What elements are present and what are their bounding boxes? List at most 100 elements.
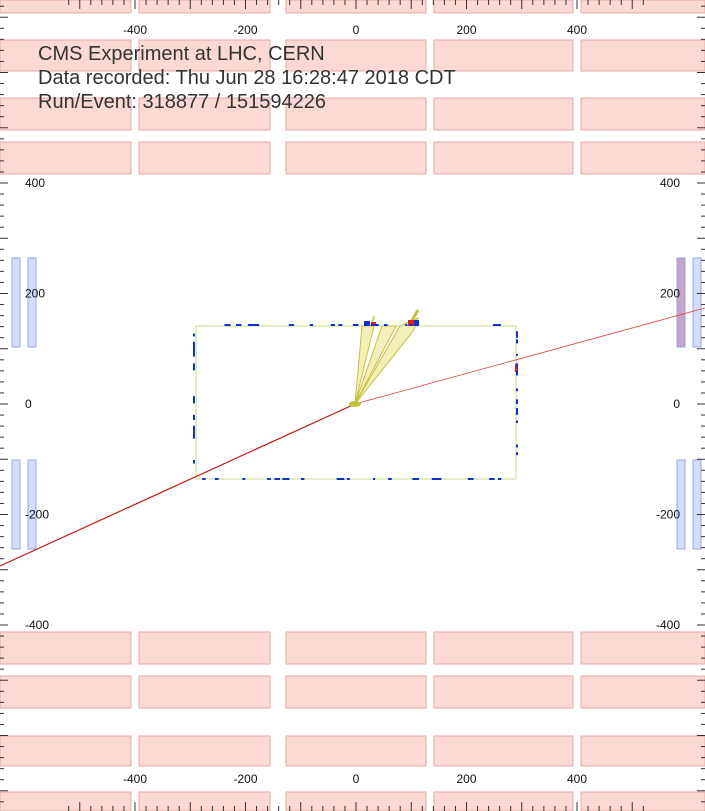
tracker-hit xyxy=(516,339,518,344)
muon-chamber xyxy=(138,0,271,14)
tracker-hit xyxy=(409,324,413,326)
tracker-hit xyxy=(516,363,518,368)
event-info: CMS Experiment at LHC, CERN Data recorde… xyxy=(38,42,456,114)
x-tick-label: -200 xyxy=(233,772,257,786)
run-event-label: Run/Event: 318877 / 151594226 xyxy=(38,91,327,113)
tracker-hit xyxy=(193,342,195,351)
muon-chamber xyxy=(285,39,427,72)
muon-chamber xyxy=(0,0,132,14)
energy-deposit xyxy=(515,364,518,372)
endcap-chamber xyxy=(692,257,702,348)
y-tick-label: 400 xyxy=(660,176,680,190)
x-tick-label: 200 xyxy=(456,23,476,37)
energy-deposit xyxy=(414,320,419,326)
tracker-hit xyxy=(498,478,502,480)
tracker-hit xyxy=(516,444,518,448)
tracker-hit xyxy=(247,324,254,326)
tracker-hit xyxy=(224,324,231,326)
x-tick-label: 400 xyxy=(567,23,587,37)
y-tick-label: -200 xyxy=(656,508,680,522)
endcap-chamber xyxy=(11,459,21,550)
tracker-hit xyxy=(355,324,359,326)
tracker-hit xyxy=(467,478,474,480)
y-tick-label: 0 xyxy=(673,397,680,411)
jet-cone xyxy=(354,317,419,405)
y-tick-label: 400 xyxy=(25,176,45,190)
x-tick-label: -400 xyxy=(123,772,147,786)
x-tick-label: -200 xyxy=(233,23,257,37)
tracker-hit xyxy=(436,478,442,480)
tracker-hit xyxy=(214,478,219,480)
tracker-hit xyxy=(353,324,358,326)
tracker-hit xyxy=(498,324,501,326)
muon-chamber xyxy=(138,39,271,72)
muon-chamber xyxy=(433,675,574,709)
tracker-hit xyxy=(193,432,195,439)
tracker-hit xyxy=(283,478,290,480)
tracker-hit xyxy=(516,353,518,356)
muon-chamber xyxy=(580,791,705,811)
y-tick-label: 0 xyxy=(25,397,32,411)
tracker-hit xyxy=(431,478,435,480)
tracker-hit xyxy=(516,331,518,338)
y-tick-label: -400 xyxy=(25,618,49,632)
x-tick-label: -400 xyxy=(123,23,147,37)
x-tick-label: 400 xyxy=(567,772,587,786)
tracker-hit xyxy=(202,478,206,480)
muon-chamber xyxy=(285,735,427,767)
muon-chamber xyxy=(580,97,705,131)
tracker-hit xyxy=(193,363,195,371)
x-tick-label: 0 xyxy=(353,772,360,786)
tracker-hit xyxy=(253,324,260,326)
muon-chamber xyxy=(433,97,574,131)
endcap-chambers xyxy=(11,257,702,550)
tracker-hit xyxy=(388,478,392,480)
tracker-hit xyxy=(309,324,314,326)
muon-track xyxy=(354,307,705,405)
muon-chamber xyxy=(580,0,705,14)
muon-chamber xyxy=(285,791,427,811)
muon-chamber xyxy=(580,631,705,665)
muon-chamber xyxy=(580,675,705,709)
tracker-hit xyxy=(489,478,495,480)
muon-chamber xyxy=(285,631,427,665)
muon-chamber xyxy=(0,675,132,709)
tracker-hit xyxy=(516,420,518,423)
tracker-hit xyxy=(237,324,242,326)
tracker-hit xyxy=(193,348,195,355)
muon-chamber xyxy=(0,141,132,175)
tracker-hit xyxy=(433,478,438,480)
muon-chamber xyxy=(0,97,132,131)
tracker-hit xyxy=(330,324,336,326)
tracker-hit xyxy=(516,399,518,404)
y-tick-label: 200 xyxy=(660,287,680,301)
muon-chamber xyxy=(0,631,132,665)
endcap-chamber xyxy=(11,257,21,348)
muon-chamber xyxy=(433,141,574,175)
tracker-hit xyxy=(300,478,305,480)
muon-chamber xyxy=(433,631,574,665)
x-tick-label: 200 xyxy=(456,772,476,786)
tracker-hit xyxy=(374,324,379,326)
y-tick-label: -200 xyxy=(25,508,49,522)
tracker-hit xyxy=(413,478,419,480)
tracker-hit xyxy=(346,478,350,480)
muon-chamber xyxy=(138,631,271,665)
axis-tick-labels: -400 -400 -200 -200 0 0 200 200 400 400 400 400 200 2… xyxy=(25,23,680,786)
tracker-hit xyxy=(267,478,271,480)
tracker-hit xyxy=(370,324,375,326)
muon-chamber xyxy=(285,97,427,131)
tracker-hit xyxy=(383,324,388,326)
tracker-hit xyxy=(493,324,499,326)
tracker-hit xyxy=(405,324,408,326)
tracker-hit xyxy=(193,425,195,433)
endcap-chamber xyxy=(692,459,702,550)
tracker-hit xyxy=(336,478,343,480)
tracker-hit xyxy=(193,415,195,421)
tracker-hit xyxy=(516,452,518,456)
experiment-label: CMS Experiment at LHC, CERN xyxy=(38,43,325,65)
muon-chamber xyxy=(580,735,705,767)
tracker-hit xyxy=(373,478,376,480)
